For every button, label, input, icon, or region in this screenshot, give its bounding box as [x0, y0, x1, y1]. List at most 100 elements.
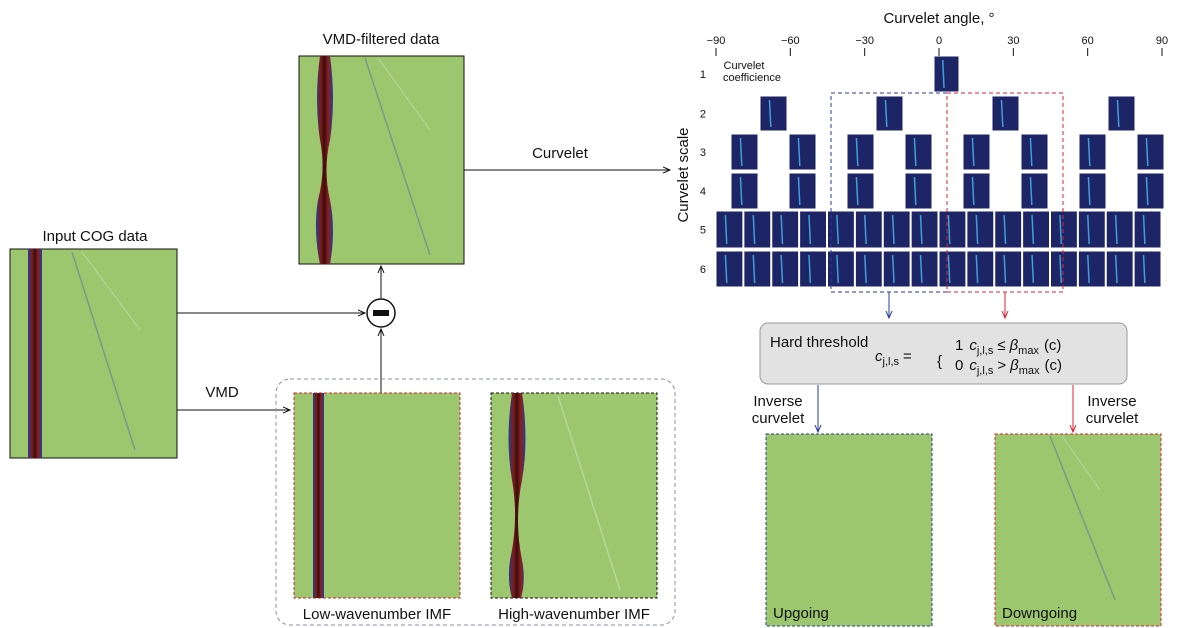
line: curvelet: [752, 410, 805, 427]
y-tick-label: 6: [700, 264, 706, 276]
x-tick-label: −60: [781, 35, 800, 47]
coefficient-tile: [911, 251, 938, 287]
subscript: j,l,s: [976, 365, 994, 377]
coefficient-tile: [744, 211, 771, 248]
coefficient-tile: [1021, 134, 1048, 170]
high-imf-image: [491, 393, 657, 598]
upgoing-image: [766, 434, 932, 626]
coefficient-tile: [1021, 173, 1048, 209]
y-tick-label: 5: [700, 225, 706, 237]
coefficient-tile: [939, 211, 966, 248]
coefficient-tile: [992, 96, 1019, 131]
case-value: 1: [955, 337, 963, 354]
coefficient-tile: [716, 251, 743, 287]
x-tick-label: 0: [936, 35, 942, 47]
coefficient-tile: [967, 251, 994, 287]
axis-title: Curvelet angle, °: [883, 10, 994, 27]
coefficient-tile: [995, 211, 1022, 248]
coefficient-tile: [883, 211, 910, 248]
diagram: Input COG data VMD-filtered data Curvele…: [0, 0, 1182, 628]
case-value: 0: [955, 357, 963, 374]
x-tick-label: 90: [1156, 35, 1168, 47]
inverse-label: Inversecurvelet: [1086, 393, 1139, 427]
coefficient-tile: [1137, 173, 1164, 209]
argument: (c): [1044, 357, 1062, 374]
coefficient-tile: [855, 251, 882, 287]
coefficient-tile: [1078, 211, 1105, 248]
threshold-box: [760, 323, 1127, 384]
subscript: j,l,s: [976, 345, 994, 357]
coefficient-tile: [1106, 211, 1133, 248]
coefficient-tile: [911, 211, 938, 248]
line: curvelet: [1086, 410, 1139, 427]
coefficient-tile: [789, 173, 816, 209]
coefficient-tile: [883, 251, 910, 287]
coefficient-tile: [905, 173, 932, 209]
threshold-title: Hard threshold: [770, 334, 868, 351]
coefficient-tile: [1137, 134, 1164, 170]
coefficient-tile: [772, 211, 799, 248]
coefficient-tile: [1078, 251, 1105, 287]
coefficient-tile: [1108, 96, 1135, 131]
line: Inverse: [753, 393, 802, 410]
downgoing-image: [995, 434, 1161, 626]
subscript: j,l,s: [882, 356, 900, 368]
coefficient-tile: [744, 251, 771, 287]
argument: (c): [1044, 337, 1062, 354]
x-tick-label: 30: [1007, 35, 1019, 47]
relation: >: [997, 357, 1006, 374]
coefficient-tile: [1079, 173, 1106, 209]
coefficient-tile: [1079, 134, 1106, 170]
coefficient-tile: [855, 211, 882, 248]
imf-label: High-wavenumber IMF: [498, 606, 650, 623]
coefficient-tile: [1051, 251, 1078, 287]
brace: {: [937, 353, 942, 370]
coefficient-tile: [731, 173, 758, 209]
coefficient-tile: [716, 211, 743, 248]
annotation-line: Curvelet: [724, 60, 765, 72]
coefficient-tile: [800, 211, 827, 248]
coefficient-tile: [905, 134, 932, 170]
vmd-filtered-image: [299, 56, 464, 264]
y-tick-label: 4: [700, 186, 706, 198]
y-tick-label: 3: [700, 147, 706, 159]
output-label: Downgoing: [1002, 605, 1077, 622]
minus-sign: [373, 310, 389, 316]
relation: ≤: [997, 337, 1005, 354]
curvelet-coefficients: [716, 56, 1164, 287]
edge-label: VMD: [205, 384, 239, 401]
vmd-filtered-title: VMD-filtered data: [323, 31, 440, 48]
coefficient-tile: [760, 96, 787, 131]
coefficient-tile: [828, 251, 855, 287]
subscript: max: [1018, 345, 1039, 357]
coefficient-tile: [772, 251, 799, 287]
equals: =: [903, 348, 912, 365]
coefficient-tile: [1051, 211, 1078, 248]
low-imf-image: [294, 393, 460, 598]
coefficient-tile: [800, 251, 827, 287]
symbol: β: [1009, 337, 1019, 354]
coefficient-tile: [847, 173, 874, 209]
subscript: max: [1019, 365, 1040, 377]
coefficient-tile: [995, 251, 1022, 287]
coefficient-tile: [1134, 251, 1161, 287]
imf-label: Low-wavenumber IMF: [303, 606, 451, 623]
coefficient-tile: [1106, 251, 1133, 287]
coefficient-tile: [967, 211, 994, 248]
annotation-line: coefficience: [723, 72, 781, 84]
line: Inverse: [1087, 393, 1136, 410]
coefficient-tile: [847, 134, 874, 170]
coefficient-tile: [731, 134, 758, 170]
coefficient-tile: [1023, 251, 1050, 287]
coefficient-tile: [934, 56, 959, 92]
coefficient-tile: [963, 173, 990, 209]
coefficient-tile: [876, 96, 903, 131]
x-tick-label: −90: [707, 35, 726, 47]
coefficient-tile: [939, 251, 966, 287]
coefficient-tile: [828, 211, 855, 248]
output-label: Upgoing: [773, 605, 829, 622]
x-tick-label: −30: [855, 35, 874, 47]
coefficient-tile: [1134, 211, 1161, 248]
